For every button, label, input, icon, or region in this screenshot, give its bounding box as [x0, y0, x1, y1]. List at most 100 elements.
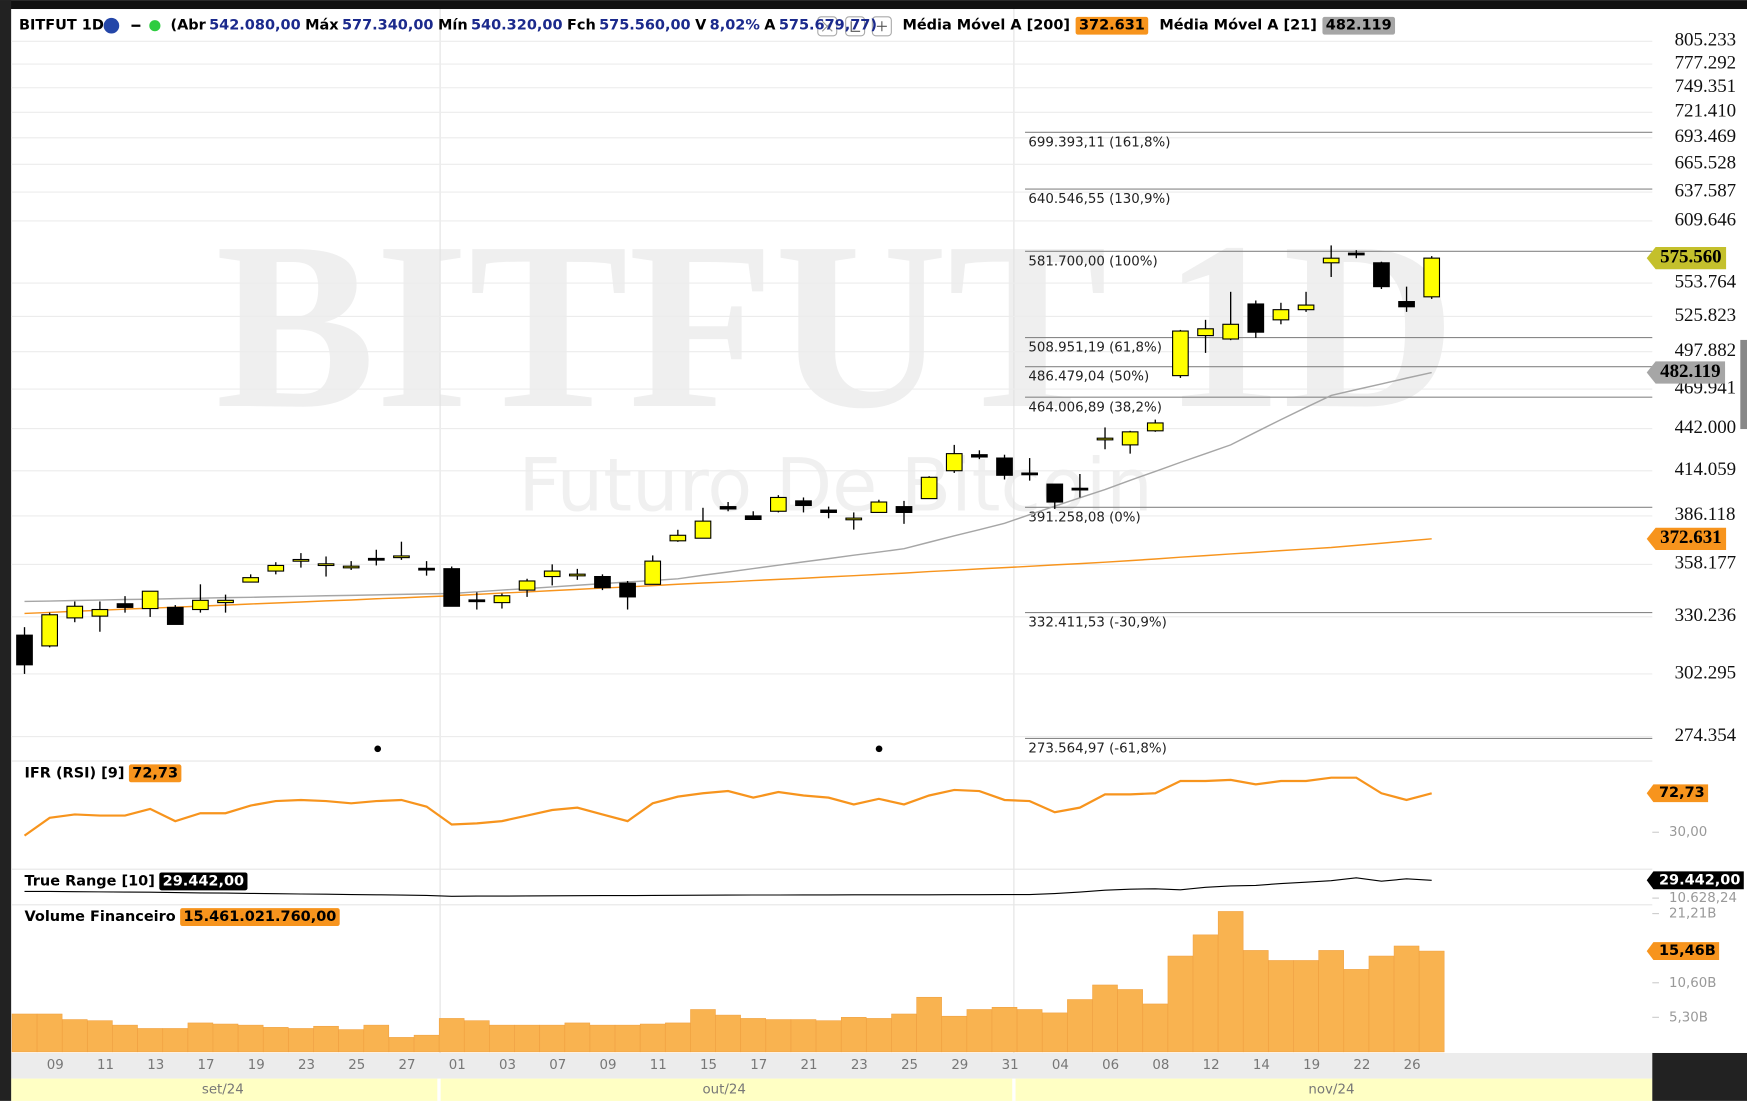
indicator-line — [24, 877, 1432, 897]
last-value-tag-bg — [1646, 784, 1709, 803]
status-dot — [149, 20, 161, 32]
candle-body — [267, 564, 285, 572]
corner-box — [1652, 1052, 1747, 1101]
candle-body — [41, 614, 58, 647]
volume-bar — [765, 1019, 792, 1053]
field-label: Mín — [438, 18, 468, 34]
volume-bar — [62, 1019, 88, 1053]
candle-body — [1222, 323, 1240, 340]
volume-bar — [941, 1015, 968, 1053]
y-tick-label: 749.351 — [1675, 76, 1737, 97]
volume-bar — [514, 1024, 540, 1053]
moving-average — [24, 371, 1432, 603]
candle-body — [1347, 252, 1365, 256]
y-tick-label: 5,30B — [1669, 1010, 1708, 1025]
candle-body — [619, 582, 636, 598]
fib-label: 699.393,11 (161,8%) — [1028, 135, 1170, 150]
legend-value-box — [1075, 16, 1149, 35]
fib-label: 486.479,04 (50%) — [1028, 370, 1149, 385]
volume-bar — [36, 1013, 63, 1053]
volume-bar — [690, 1009, 716, 1053]
volume-bar — [313, 1025, 339, 1053]
volume-bar — [212, 1023, 239, 1053]
volume-bar — [665, 1022, 691, 1053]
volume-bar — [162, 1028, 189, 1053]
y-tick-label: 414.059 — [1675, 459, 1737, 480]
y-tick-label: 665.528 — [1675, 153, 1737, 174]
volume-bar — [112, 1024, 138, 1053]
volume-bar — [1243, 950, 1269, 1053]
event-marker — [875, 745, 883, 753]
candle-body — [1121, 431, 1139, 446]
volume-bar — [1067, 999, 1093, 1053]
field-value: 577.340,00 — [342, 18, 434, 34]
volume-bar — [288, 1028, 314, 1053]
candle-body — [1071, 487, 1089, 491]
volume-bar — [413, 1034, 440, 1053]
volume-bar — [916, 996, 942, 1053]
field-label: Máx — [305, 18, 339, 34]
legend-value-box — [1322, 16, 1396, 35]
candle-body — [543, 570, 561, 578]
volume-bar — [891, 1013, 917, 1053]
panel-title: True Range [10] — [25, 873, 155, 889]
moving-average — [24, 538, 1432, 615]
candle-body — [493, 595, 511, 604]
last-price-tag: 575.560 — [1660, 246, 1722, 267]
panel-value: 72,73 — [132, 765, 178, 781]
ma-tag: 372.631 — [1660, 527, 1722, 548]
candle-body — [594, 575, 611, 589]
y-tick-label: 30,00 — [1669, 825, 1707, 840]
month-label: nov/24 — [1308, 1083, 1354, 1098]
x-tick-label: 03 — [499, 1058, 516, 1073]
y-tick-label: 21,21B — [1669, 907, 1716, 922]
watermark-symbol: BITFUT 1D — [216, 193, 1456, 458]
legend-value: 372.631 — [1079, 18, 1145, 34]
y-tick-label: 274.354 — [1675, 725, 1737, 746]
volume-bar — [840, 1017, 867, 1053]
candle-body — [242, 577, 260, 583]
candle-body — [418, 567, 435, 571]
candle-body — [518, 580, 536, 591]
scrollbar[interactable] — [1740, 339, 1747, 430]
y-tick-label: 637.587 — [1675, 180, 1737, 201]
x-tick-label: 09 — [600, 1058, 617, 1073]
x-tick-label: 23 — [298, 1058, 315, 1073]
x-tick-label: 08 — [1152, 1058, 1169, 1073]
candle-body — [1172, 330, 1189, 377]
y-tick-label: 721.410 — [1675, 101, 1737, 122]
candle-body — [845, 517, 863, 521]
minus-icon[interactable] — [131, 24, 141, 27]
fib-label: 640.546,55 (130,9%) — [1028, 192, 1170, 207]
exchange-icon[interactable] — [103, 17, 120, 34]
volume-bar — [564, 1022, 591, 1053]
volume-bar — [1318, 950, 1344, 1053]
x-tick-label: 06 — [1102, 1058, 1119, 1073]
top-border — [0, 0, 1747, 10]
volume-bar — [1368, 955, 1395, 1053]
candle-body — [116, 603, 134, 608]
y-tick-label: 442.000 — [1675, 417, 1737, 438]
panel-title: Volume Financeiro — [25, 909, 176, 925]
x-tick-label: 29 — [951, 1058, 968, 1073]
candle-body — [996, 457, 1013, 476]
volume-bar — [740, 1018, 766, 1053]
candle-body — [217, 599, 234, 604]
cursor-icon — [850, 21, 861, 32]
volume-bar — [715, 1014, 741, 1053]
volume-bar — [11, 1013, 38, 1053]
candle-body — [1021, 472, 1038, 476]
y-tick-label: 553.764 — [1675, 271, 1737, 292]
volume-bar — [87, 1020, 113, 1053]
candle-body — [1297, 304, 1315, 311]
y-tick-label: 525.823 — [1675, 305, 1737, 326]
volume-bar — [237, 1024, 264, 1053]
candle-body — [1146, 422, 1164, 432]
candle-body — [342, 565, 360, 569]
y-tick-label: 330.236 — [1675, 605, 1737, 626]
last-value-tag: 72,73 — [1659, 785, 1705, 801]
x-tick-label: 13 — [147, 1058, 164, 1073]
candle-body — [292, 558, 310, 562]
candle-body — [1046, 483, 1064, 503]
